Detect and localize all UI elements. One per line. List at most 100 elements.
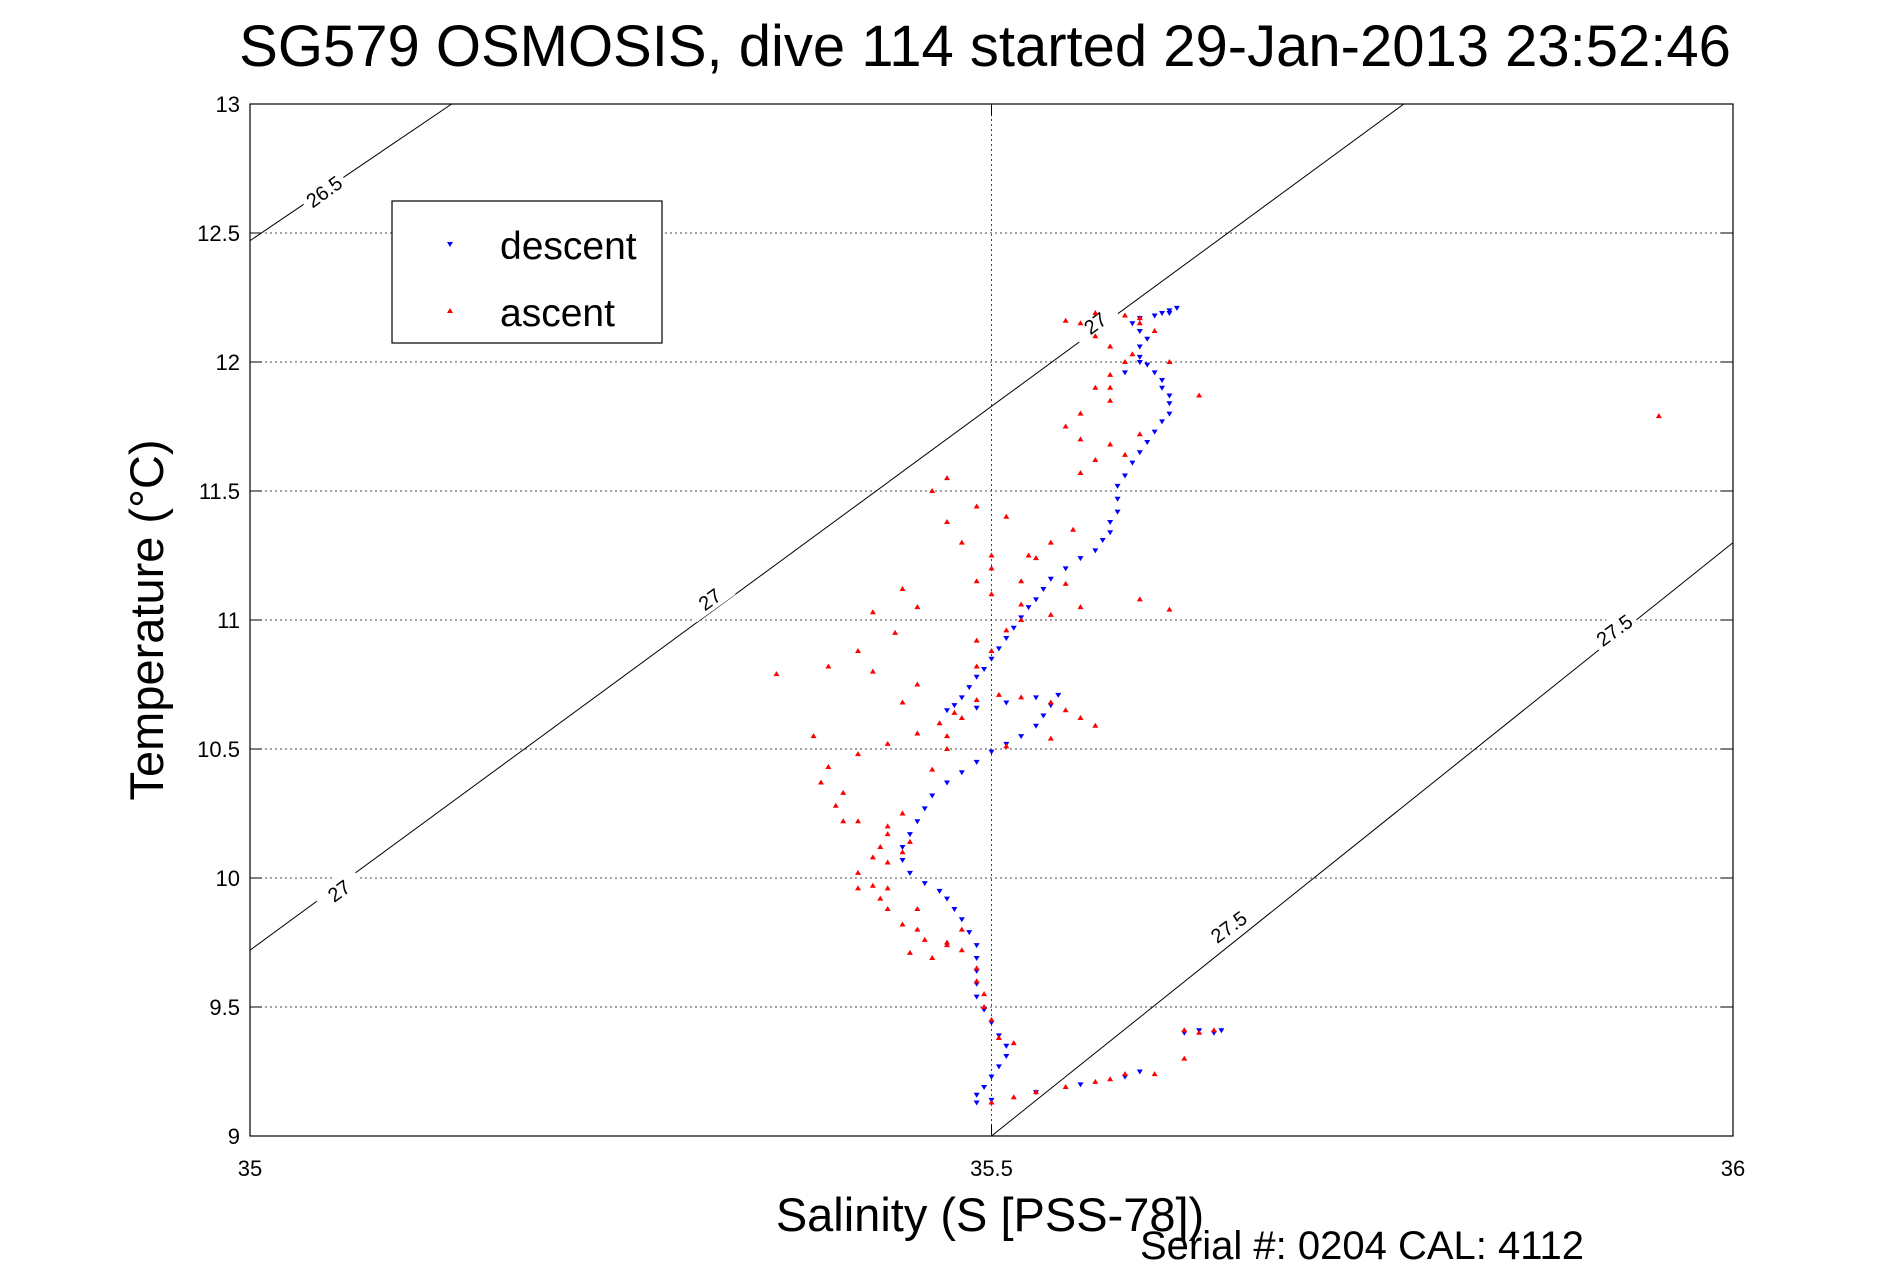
ascent-point xyxy=(906,838,913,844)
ascent-point xyxy=(840,789,847,795)
ascent-point xyxy=(855,885,862,891)
descent-point xyxy=(1018,734,1025,740)
ascent-point xyxy=(1062,707,1069,713)
ascent-point xyxy=(1018,578,1025,584)
y-tick-label: 10 xyxy=(216,866,240,891)
ascent-point xyxy=(1010,1040,1017,1046)
isopycnal-line xyxy=(250,104,1405,951)
legend-descent-marker xyxy=(447,242,453,247)
ascent-point xyxy=(914,926,921,932)
ascent-point xyxy=(1107,1076,1114,1082)
ascent-point xyxy=(958,539,965,545)
ascent-point xyxy=(825,764,832,770)
ascent-point xyxy=(936,720,943,726)
ascent-point xyxy=(1166,606,1173,612)
ascent-point xyxy=(855,751,862,757)
ascent-point xyxy=(884,740,891,746)
descent-point xyxy=(958,770,965,776)
descent-point xyxy=(966,930,973,936)
descent-point xyxy=(951,906,958,912)
descent-point xyxy=(1136,360,1143,365)
ascent-point xyxy=(884,831,891,837)
descent-point xyxy=(1136,344,1143,350)
descent-point xyxy=(1159,378,1166,384)
ascent-point xyxy=(869,854,876,860)
descent-point xyxy=(1032,723,1039,729)
chart-title: SG579 OSMOSIS, dive 114 started 29-Jan-2… xyxy=(239,14,1731,79)
legend: descent ascent xyxy=(391,200,663,344)
y-tick-label: 11.5 xyxy=(199,479,240,504)
ascent-point xyxy=(1062,1083,1069,1089)
y-tick-label: 10.5 xyxy=(197,737,240,762)
descent-point xyxy=(951,703,958,709)
contour-label-bg xyxy=(311,866,365,914)
ascent-point xyxy=(1018,617,1025,622)
ascent-point xyxy=(899,921,906,927)
ascent-point xyxy=(855,869,862,875)
descent-point xyxy=(1032,695,1039,701)
descent-point xyxy=(1121,370,1128,376)
ascent-point xyxy=(944,939,951,945)
ascent-point xyxy=(884,859,891,865)
descent-point xyxy=(1099,538,1106,544)
y-tick-label: 9 xyxy=(228,1124,240,1149)
descent-point xyxy=(899,857,906,863)
y-tick-label: 11 xyxy=(217,608,240,633)
descent-point xyxy=(906,870,913,876)
ascent-point xyxy=(951,709,958,715)
descent-point xyxy=(1166,393,1173,399)
ascent-point xyxy=(944,746,951,751)
descent-point xyxy=(944,896,951,902)
ascent-point xyxy=(1032,1089,1039,1095)
descent-point xyxy=(914,819,921,825)
ascent-point xyxy=(988,591,995,597)
contour-label-bg xyxy=(1587,605,1641,654)
ascent-point xyxy=(817,779,824,785)
descent-point xyxy=(1077,1082,1084,1088)
ascent-point xyxy=(1047,539,1054,545)
ascent-point xyxy=(899,699,906,705)
ascent-point xyxy=(973,965,980,971)
descent-point xyxy=(1166,310,1173,316)
descent-point xyxy=(973,955,980,961)
isopycnal-line xyxy=(250,104,452,242)
descent-point xyxy=(966,685,973,691)
ascent-point xyxy=(973,696,980,702)
ascent-point xyxy=(1121,312,1128,318)
ascent-point xyxy=(995,691,1002,697)
y-tick-label: 12.5 xyxy=(197,221,240,246)
descent-point xyxy=(973,674,980,680)
descent-point xyxy=(1129,321,1136,327)
ascent-point xyxy=(1032,555,1039,561)
ascent-point xyxy=(1077,469,1084,475)
ascent-point xyxy=(773,671,780,677)
descent-point xyxy=(973,705,980,711)
contour-label-bg xyxy=(1068,298,1122,347)
descent-point xyxy=(1003,636,1010,642)
serial-cal-footer: Serial #: 0204 CAL: 4112 xyxy=(1140,1224,1584,1262)
ascent-point xyxy=(981,1004,988,1009)
ascent-point xyxy=(906,949,913,955)
ascent-series xyxy=(773,309,1662,1105)
descent-point xyxy=(1144,336,1151,342)
ascent-point xyxy=(1210,1027,1217,1033)
y-tick-label: 13 xyxy=(216,92,240,117)
ascent-point xyxy=(1062,317,1069,323)
descent-point xyxy=(1136,450,1143,456)
ascent-point xyxy=(884,823,891,829)
ascent-point xyxy=(899,586,906,592)
ascent-point xyxy=(1107,384,1114,390)
descent-series xyxy=(899,305,1225,1106)
ascent-point xyxy=(899,849,906,855)
descent-point xyxy=(921,881,928,887)
ascent-point xyxy=(855,818,862,824)
legend-ascent-marker xyxy=(447,308,453,313)
descent-point xyxy=(921,806,928,812)
ascent-point xyxy=(1151,328,1158,334)
ascent-point xyxy=(1047,735,1054,741)
ascent-point xyxy=(840,818,847,824)
descent-point xyxy=(958,917,965,923)
ascent-point xyxy=(929,954,936,960)
ascent-point xyxy=(869,668,876,674)
